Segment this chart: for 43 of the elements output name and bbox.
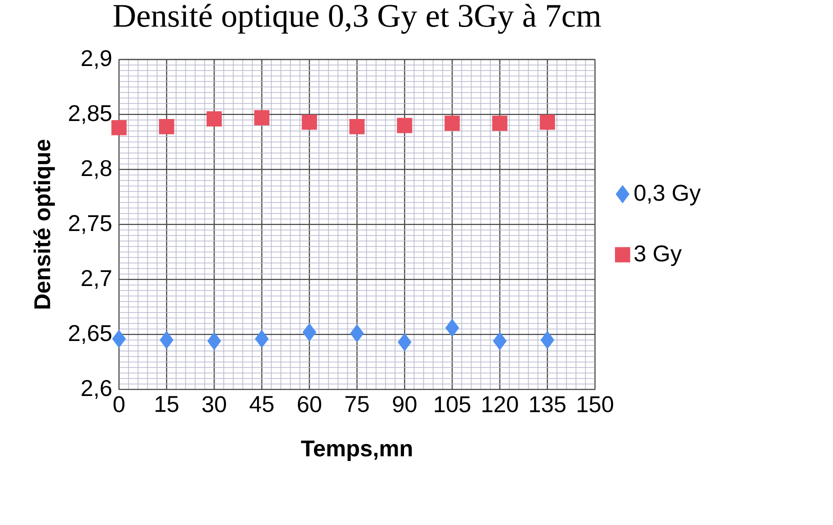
point [349,119,365,134]
y-tick-label: 2,75 [69,215,112,234]
x-tick-label: 0 [114,396,124,412]
x-tick-label: 30 [202,396,226,412]
legend-label: 0,3 Gy [634,184,701,206]
chart-title: Densité optique 0,3 Gy et 3Gy à 7cm [113,4,601,34]
x-tick-label: 135 [530,396,566,412]
point [158,119,174,134]
x-tick-label: 120 [482,396,518,412]
x-tick-label: 15 [156,396,178,412]
y-tick-label: 2,65 [69,325,112,344]
point [492,116,508,132]
point [445,319,459,337]
x-axis-title: Temps,mn [301,440,412,462]
point [112,330,126,348]
point [207,332,221,350]
x-tick-label: 45 [250,396,274,412]
x-tick-label: 90 [392,396,416,412]
point [254,110,270,126]
x-tick-label: 105 [434,396,470,412]
point [302,114,318,130]
x-tick-label: 75 [345,396,369,412]
point [111,120,127,136]
point [206,111,222,127]
point [396,118,412,134]
point [160,331,174,350]
point [493,332,507,350]
point [540,114,555,130]
point [350,324,364,342]
point [398,333,412,352]
y-tick-label: 2,85 [69,105,112,124]
legend-label: 3 Gy [634,246,682,266]
y-tick-label: 2,9 [82,50,112,70]
y-tick-label: 2,6 [82,380,112,400]
point [255,330,269,348]
x-tick-label: 150 [578,396,614,412]
y-tick-label: 2,7 [82,270,112,290]
y-tick-label: 2,8 [82,160,112,180]
x-tick-label: 60 [298,396,322,412]
point [444,116,460,132]
point [540,331,554,350]
point [302,323,316,342]
y-axis-title: Densité optique [33,140,55,309]
